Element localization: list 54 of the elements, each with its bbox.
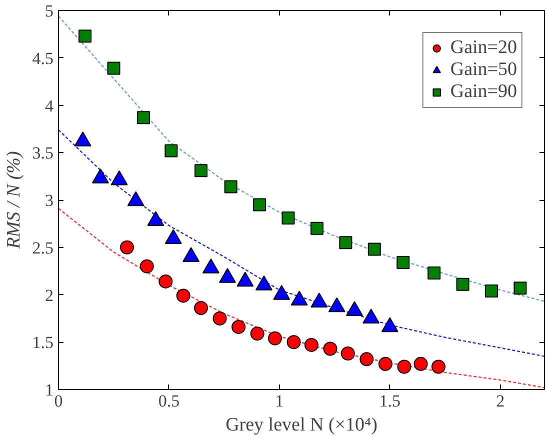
point [253, 198, 266, 212]
point [158, 274, 173, 288]
point [78, 30, 92, 43]
y-tick-label: 1.5 [32, 333, 54, 352]
x-axis-title: Grey level N (×10⁴) [226, 414, 378, 436]
legend-label: Gain=90 [450, 81, 517, 103]
x-tick-label: 2 [496, 392, 505, 410]
point [232, 320, 246, 334]
point [428, 266, 441, 280]
point [360, 352, 374, 366]
point [140, 259, 154, 274]
x-tick-label: 1.5 [379, 392, 400, 410]
point [323, 342, 338, 356]
point [107, 62, 120, 75]
point [396, 256, 410, 270]
y-tick-label: 3 [45, 191, 54, 210]
y-tick-label: 4 [45, 96, 54, 116]
y-tick-label: 2 [45, 286, 54, 305]
y-tick-label: 4.5 [32, 48, 54, 68]
point [286, 335, 301, 350]
x-tick-label: 0.5 [158, 392, 180, 410]
point [282, 212, 295, 225]
point [368, 242, 381, 256]
point [250, 326, 264, 341]
point [137, 111, 150, 124]
point [176, 288, 190, 303]
y-tick-label: 3.5 [32, 144, 54, 163]
point [310, 222, 324, 235]
y-tick-label: 2.5 [32, 238, 54, 258]
point [514, 282, 527, 295]
line-series [58, 129, 544, 357]
point [431, 360, 446, 374]
point [378, 356, 392, 371]
point [397, 360, 412, 374]
point [212, 311, 227, 326]
point [456, 278, 470, 291]
point [194, 301, 208, 315]
point [340, 346, 355, 360]
legend-label: Gain=50 [450, 59, 517, 81]
y-tick-label: 5 [45, 2, 54, 20]
y-axis-title: RMS / N (%) [3, 151, 24, 250]
point [339, 236, 352, 250]
point [414, 356, 428, 371]
point [268, 331, 282, 346]
point [164, 144, 178, 158]
x-tick-label: 0 [54, 392, 63, 410]
point [224, 180, 238, 194]
line-series [58, 16, 544, 302]
point [120, 240, 134, 254]
point [194, 164, 208, 178]
point [484, 284, 498, 298]
point [304, 338, 318, 352]
legend-label: Gain=20 [450, 37, 517, 59]
x-tick-label: 1 [275, 392, 284, 410]
